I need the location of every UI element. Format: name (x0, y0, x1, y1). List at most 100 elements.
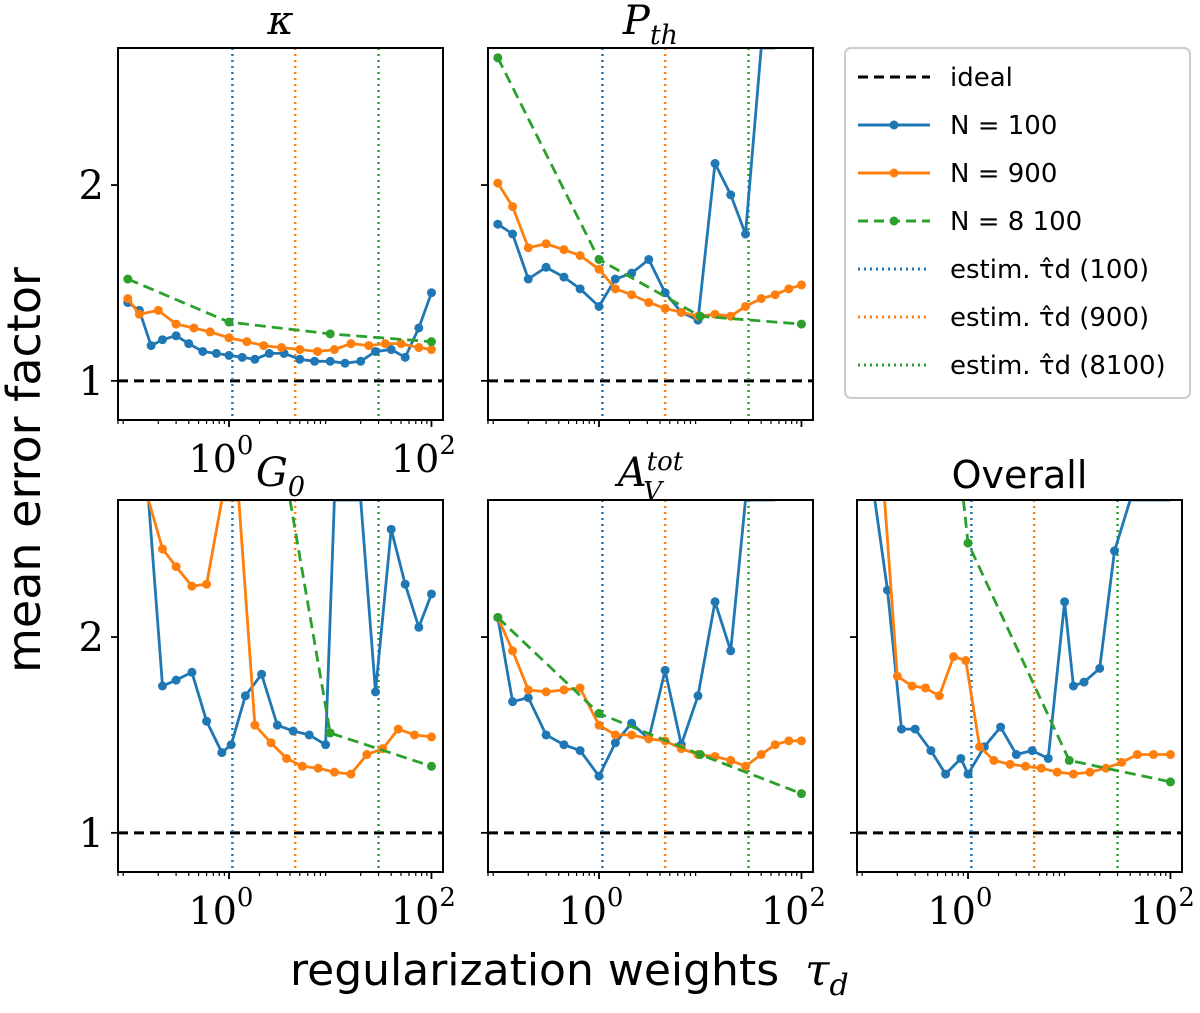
data-point-n900 (205, 327, 215, 337)
data-point-n900 (610, 284, 620, 294)
data-point-n900 (426, 732, 436, 742)
legend-label-n100: N = 100 (950, 111, 1057, 141)
data-point-n900 (594, 264, 604, 274)
x-tick-exp: 0 (237, 883, 254, 913)
series-line-n8100 (962, 500, 1171, 784)
data-point-n100 (710, 597, 720, 607)
data-point-n100 (426, 288, 436, 298)
data-point-n900 (508, 646, 518, 656)
data-point-n100 (963, 769, 973, 779)
x-tick-label: 100 (559, 883, 624, 933)
x-tick-base: 10 (189, 889, 237, 933)
data-point-n900 (171, 319, 181, 329)
data-point-n8100 (224, 317, 234, 327)
data-point-n900 (594, 720, 604, 730)
panel-title-main: P (622, 0, 651, 44)
data-point-n900 (575, 683, 585, 693)
data-point-n100 (493, 219, 503, 229)
data-point-n8100 (123, 274, 133, 284)
data-point-n900 (277, 343, 287, 353)
data-point-n900 (541, 687, 551, 697)
data-point-n8100 (325, 728, 335, 738)
data-point-n900 (362, 750, 372, 760)
data-point-n100 (741, 229, 751, 239)
data-point-n100 (321, 740, 331, 750)
data-point-n900 (627, 290, 637, 300)
data-point-n900 (541, 239, 551, 249)
data-point-n100 (541, 262, 551, 272)
x-tick-label: 100 (189, 883, 254, 933)
x-tick-base: 10 (391, 889, 439, 933)
x-tick-label: 102 (391, 431, 456, 481)
data-point-n900 (741, 301, 751, 311)
series-line-n8100 (127, 277, 432, 344)
legend-label-e8100: estim. τ̂d (8100) (950, 351, 1166, 381)
data-point-n900 (975, 742, 985, 752)
data-point-n900 (796, 736, 806, 746)
data-point-n100 (257, 669, 267, 679)
axes-frame (487, 47, 814, 421)
data-point-n100 (295, 354, 305, 364)
data-point-n100 (523, 693, 533, 703)
data-point-n100 (264, 348, 274, 358)
x-tick-base: 10 (559, 889, 607, 933)
data-point-n100 (340, 358, 350, 368)
data-point-n900 (187, 581, 197, 591)
data-point-n900 (1165, 750, 1175, 760)
axes-frame (856, 499, 1183, 873)
x-tick-label: 102 (391, 883, 456, 933)
data-point-n8100 (695, 750, 705, 760)
axes-frame (117, 499, 444, 873)
data-point-n100 (644, 254, 654, 264)
legend-box (844, 47, 1191, 399)
data-point-n900 (297, 761, 307, 771)
data-point-n900 (796, 280, 806, 290)
data-point-n900 (250, 720, 260, 730)
axes-frame (487, 499, 814, 873)
x-tick-base: 10 (761, 889, 809, 933)
data-point-n100 (226, 740, 236, 750)
data-point-n900 (153, 305, 163, 315)
data-point-n100 (523, 274, 533, 284)
x-tick-base: 10 (391, 437, 439, 481)
data-point-n100 (693, 691, 703, 701)
x-axis-label-text: regularization weights (290, 945, 779, 996)
data-point-n900 (329, 345, 339, 355)
legend-label-e900: estim. τ̂d (900) (950, 303, 1149, 333)
data-point-n100 (371, 687, 381, 697)
data-point-n900 (242, 337, 252, 347)
data-point-n100 (240, 691, 250, 701)
data-point-n100 (1095, 663, 1105, 673)
data-point-n900 (1021, 761, 1031, 771)
data-point-n100 (187, 667, 197, 677)
data-point-n100 (198, 346, 208, 356)
data-point-n100 (288, 726, 298, 736)
x-axis-label-sub: d (829, 968, 848, 1003)
data-point-n900 (123, 294, 133, 304)
panel-title: Overall (952, 453, 1088, 497)
panel-title: Atot V (614, 447, 684, 507)
panel-title-sup: tot (647, 447, 684, 477)
y-axis-label: mean error factor (0, 267, 51, 673)
data-point-n100 (1068, 681, 1078, 691)
data-point-n100 (726, 190, 736, 200)
data-point-n900 (282, 753, 292, 763)
data-point-n100 (224, 350, 234, 360)
data-point-n8100 (796, 789, 806, 799)
data-point-n900 (426, 345, 436, 355)
data-point-n100 (1110, 546, 1120, 556)
data-point-n900 (726, 755, 736, 765)
data-point-n900 (523, 685, 533, 695)
data-point-n8100 (695, 311, 705, 321)
data-point-n100 (610, 738, 620, 748)
legend-label-n900: N = 900 (950, 159, 1057, 189)
data-point-n900 (1132, 750, 1142, 760)
x-tick-exp: 2 (1178, 883, 1195, 913)
data-point-n100 (386, 524, 396, 534)
data-point-n100 (400, 352, 410, 362)
